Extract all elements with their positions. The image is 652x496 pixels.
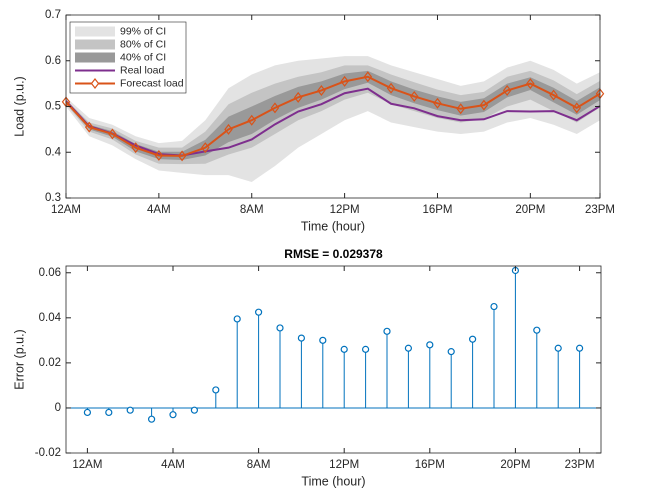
diamond-marker	[386, 82, 396, 94]
x-tick-label: 4AM	[161, 459, 185, 471]
y-axis-label: Load (p.u.)	[12, 76, 26, 136]
stem-marker	[469, 335, 477, 343]
stem-marker	[404, 344, 412, 352]
diamond-marker	[293, 91, 303, 103]
x-tick-label: 23PM	[585, 204, 615, 216]
stem-marker	[575, 344, 584, 352]
legend-label: 40% of CI	[120, 51, 166, 63]
x-tick-label: 16PM	[422, 204, 452, 216]
y-tick-label: 0.6	[45, 55, 61, 67]
diamond-marker	[131, 142, 140, 154]
y-tick-label: 0.06	[39, 267, 61, 279]
series-line	[65, 75, 601, 157]
diamond-marker	[549, 89, 558, 101]
stem-marker	[83, 408, 92, 417]
stem-marker	[212, 386, 220, 394]
stem-marker	[255, 308, 263, 316]
legend-marker	[90, 78, 100, 89]
diamond-marker	[410, 90, 419, 102]
y-tick-label: 0.3	[45, 192, 61, 204]
chart-title: RMSE = 0.029378	[284, 247, 383, 261]
stem-marker	[533, 326, 541, 334]
y-tick-label: 0.04	[39, 312, 62, 324]
x-tick-label: 20PM	[500, 459, 530, 471]
x-tick-label: 8AM	[240, 204, 264, 216]
stem-marker	[297, 334, 305, 342]
stem-marker	[340, 345, 348, 353]
x-tick-label: 4AM	[147, 204, 171, 216]
x-axis-label: Time (hour)	[301, 219, 365, 233]
diamond-marker	[479, 99, 489, 111]
ci-band	[66, 65, 600, 165]
y-tick-label: 0	[55, 402, 61, 414]
diamond-marker	[317, 85, 326, 96]
plot-area	[66, 266, 601, 453]
diamond-marker	[154, 149, 164, 161]
x-tick-label: 12AM	[72, 459, 102, 471]
y-tick-label: 0.02	[39, 357, 61, 369]
x-tick-label: 12PM	[330, 204, 360, 216]
y-tick-label: 0.7	[45, 9, 61, 21]
x-axis-label: Time (hour)	[301, 474, 365, 488]
stem-marker	[362, 345, 370, 353]
x-tick-label: 23PM	[565, 459, 595, 471]
diamond-marker	[108, 128, 117, 140]
x-tick-label: 12AM	[51, 204, 81, 216]
stem-marker	[190, 406, 198, 414]
y-axis-label: Error (p.u.)	[12, 329, 26, 389]
diamond-marker	[572, 102, 582, 114]
diamond-marker	[526, 78, 535, 90]
legend-label: 99% of CI	[120, 25, 166, 37]
diamond-marker	[456, 103, 465, 115]
y-tick-label: 0.4	[45, 146, 62, 158]
stem-marker	[383, 327, 391, 335]
legend-label: Forecast load	[120, 77, 184, 89]
diamond-marker	[177, 150, 187, 162]
axes-box	[65, 265, 602, 454]
ci-band	[66, 70, 600, 161]
diamond-marker	[340, 75, 349, 87]
stem-marker	[148, 415, 156, 423]
diamond-marker	[201, 142, 210, 154]
x-tick-label: 16PM	[415, 459, 445, 471]
plot-content	[66, 266, 601, 423]
diamond-marker	[363, 71, 373, 83]
diamond-marker	[270, 102, 280, 114]
stem-marker	[169, 411, 177, 419]
legend-swatch	[75, 52, 115, 63]
stem-marker	[447, 348, 455, 356]
x-tick-label: 20PM	[515, 204, 545, 216]
stem-marker	[490, 302, 498, 311]
stem-marker	[426, 341, 434, 349]
stem-marker	[276, 324, 284, 332]
y-tick-label: 0.5	[45, 101, 61, 113]
stem-marker	[319, 336, 327, 344]
plot-content	[61, 56, 605, 182]
x-tick-label: 8AM	[247, 459, 271, 471]
stem-marker	[126, 406, 134, 414]
diamond-marker	[247, 114, 256, 126]
stem-marker	[233, 315, 241, 323]
x-tick-label: 12PM	[329, 459, 359, 471]
diamond-marker	[433, 97, 442, 109]
y-tick-label: -0.02	[35, 447, 61, 459]
legend-label: 80% of CI	[120, 38, 166, 50]
legend-label: Real load	[120, 64, 165, 76]
stem-marker	[554, 344, 562, 352]
diamond-marker	[224, 123, 233, 135]
stem-marker	[105, 408, 113, 417]
diamond-marker	[84, 121, 94, 133]
legend-swatch	[75, 26, 115, 37]
series-line	[65, 87, 601, 157]
diamond-marker	[502, 85, 512, 96]
legend-swatch	[75, 39, 115, 50]
